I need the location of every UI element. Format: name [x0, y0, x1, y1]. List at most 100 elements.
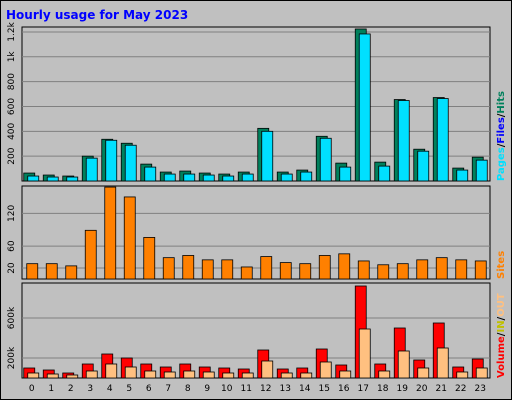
bar: [125, 145, 136, 181]
bar: [164, 372, 175, 378]
bar: [144, 237, 155, 279]
bar: [222, 260, 233, 279]
bar: [67, 375, 78, 378]
legend-entry: Volume: [496, 336, 507, 378]
bar: [379, 166, 390, 181]
bar: [437, 99, 448, 181]
bar: [145, 167, 156, 181]
bar: [436, 258, 447, 279]
bar: [418, 151, 429, 181]
bar: [223, 373, 234, 378]
bar: [475, 261, 486, 279]
bar: [262, 361, 273, 378]
x-tick-label: 17: [358, 384, 369, 394]
legend-entry: OUT: [496, 293, 507, 317]
bar: [27, 264, 38, 279]
y-tick-label: 400: [7, 122, 17, 139]
bar: [300, 264, 311, 279]
y-tick-label: 200: [7, 147, 17, 164]
chart-title: Hourly usage for May 2023: [6, 8, 188, 22]
bar: [476, 368, 487, 378]
bar: [28, 176, 39, 181]
bar: [397, 264, 408, 279]
y-tick-label: 60: [7, 240, 17, 252]
y-tick-label: 200k: [7, 346, 17, 369]
bar: [67, 177, 78, 181]
bar: [281, 373, 292, 378]
bar: [164, 174, 175, 181]
x-tick-label: 20: [416, 384, 428, 394]
bar: [358, 261, 369, 279]
legend-entry: Hits: [496, 91, 507, 114]
y-tick-label: 20: [7, 262, 17, 274]
bar: [378, 265, 389, 279]
y-tick-label: 600: [7, 98, 17, 115]
bar: [163, 258, 174, 279]
legend-entry: Files: [496, 117, 507, 143]
x-tick-label: 12: [260, 384, 271, 394]
x-tick-label: 1: [48, 384, 54, 394]
bar: [281, 174, 292, 181]
y-tick-label: 1.2k: [7, 21, 17, 41]
bar: [417, 260, 428, 279]
chart: Hourly usage for May 2023 2004006008001k…: [0, 0, 512, 400]
x-tick-label: 13: [280, 384, 291, 394]
x-tick-label: 2: [68, 384, 74, 394]
legend-text: Volume/IN/OUT: [496, 293, 507, 378]
legend-text: Pages/Files/Hits: [496, 91, 507, 181]
bar: [242, 373, 253, 378]
legend: Sites: [496, 251, 507, 279]
x-tick-label: 14: [299, 384, 311, 394]
x-tick-label: 11: [241, 384, 252, 394]
x-tick-label: 23: [475, 384, 486, 394]
y-tick-label: 800: [7, 73, 17, 90]
bar: [340, 371, 351, 378]
x-tick-label: 6: [146, 384, 152, 394]
bar: [223, 176, 234, 181]
bar: [379, 371, 390, 378]
x-tick-label: 7: [165, 384, 171, 394]
bar: [145, 371, 156, 378]
bar: [124, 197, 135, 279]
x-tick-label: 8: [185, 384, 191, 394]
x-tick-label: 22: [455, 384, 466, 394]
bar: [47, 374, 58, 378]
bar: [398, 351, 409, 378]
bar: [339, 254, 350, 279]
bar: [66, 266, 77, 279]
y-tick-label: 600k: [7, 306, 17, 329]
legend: Volume/IN/OUT: [496, 293, 507, 378]
bar: [203, 372, 214, 378]
legend-text: Sites: [496, 251, 507, 279]
legend-entry: Sites: [496, 251, 507, 279]
bar: [359, 34, 370, 181]
bar: [125, 367, 136, 378]
bar: [456, 260, 467, 279]
bar: [301, 373, 312, 378]
bar: [28, 373, 39, 378]
bar: [359, 329, 370, 378]
bar: [86, 371, 97, 378]
x-tick-label: 3: [87, 384, 93, 394]
x-tick-label: 15: [319, 384, 330, 394]
y-tick-label: 120: [7, 204, 17, 221]
bar: [340, 167, 351, 181]
bar: [301, 172, 312, 181]
x-tick-label: 10: [221, 384, 233, 394]
bar: [319, 255, 330, 279]
x-tick-label: 5: [126, 384, 132, 394]
bar: [106, 140, 117, 181]
bar: [457, 372, 468, 378]
bar: [241, 267, 252, 279]
bar: [105, 187, 116, 279]
bar: [242, 174, 253, 181]
bar: [457, 170, 468, 181]
bar: [476, 160, 487, 181]
bar: [280, 263, 291, 279]
x-tick-label: 16: [338, 384, 350, 394]
x-tick-label: 21: [436, 384, 447, 394]
legend: Pages/Files/Hits: [496, 91, 507, 181]
bar: [320, 138, 331, 181]
bar: [85, 230, 96, 279]
legend-entry: IN: [496, 320, 507, 332]
